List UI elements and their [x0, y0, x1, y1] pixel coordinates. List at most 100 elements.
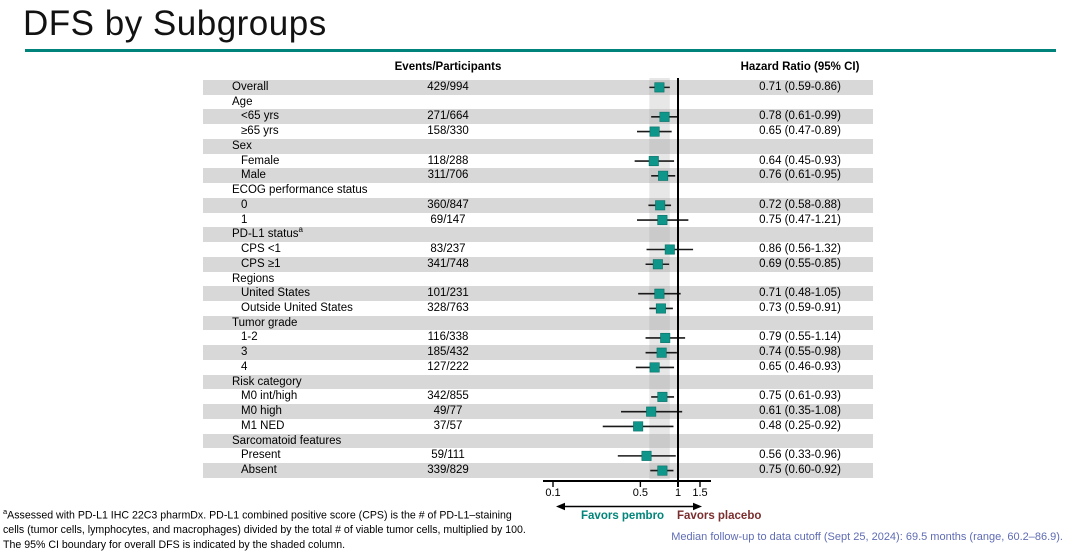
x-axis-tick-label: 0.1 [545, 487, 560, 499]
subgroup-label: 3 [241, 346, 248, 359]
subgroup-data-row: Male 311/706 0.76 (0.61-0.95) [203, 168, 873, 184]
subgroup-category-row: Regions [203, 272, 873, 287]
title-accent-rule [25, 49, 1056, 52]
subgroup-data-row: M0 high 49/77 0.61 (0.35-1.08) [203, 404, 873, 419]
events-participants-value: 127/222 [427, 360, 469, 373]
forest-rows: Overall 429/994 0.71 (0.59-0.86) Age <65 yrs… [203, 80, 873, 478]
x-axis-tick-label: 1.5 [692, 487, 707, 499]
events-participants-value: 341/748 [427, 257, 469, 270]
subgroup-data-row: United States 101/231 0.71 (0.48-1.05) [203, 286, 873, 302]
events-participants-value: 37/57 [433, 419, 463, 432]
subgroup-data-row: 1 69/147 0.75 (0.47-1.21) [203, 213, 873, 228]
hazard-ratio-value: 0.71 (0.48-1.05) [759, 287, 841, 300]
subgroup-label: <65 yrs [241, 110, 280, 123]
subgroup-category-row: PD-L1 statusa [203, 225, 873, 243]
hazard-ratio-value: 0.61 (0.35-1.08) [759, 405, 841, 418]
subgroup-data-row: <65 yrs 271/664 0.78 (0.61-0.99) [203, 109, 873, 125]
events-column-header: Events/Participants [394, 61, 502, 73]
events-participants-value: 69/147 [430, 213, 466, 226]
subgroup-label: M0 int/high [241, 390, 298, 403]
subgroup-data-row: CPS ≥1 341/748 0.69 (0.55-0.85) [203, 256, 873, 272]
hazard-ratio-value: 0.86 (0.56-1.32) [759, 243, 841, 256]
events-participants-value: 101/231 [427, 287, 469, 300]
subgroup-data-row: M1 NED 37/57 0.48 (0.25-0.92) [203, 419, 873, 434]
hazard-ratio-value: 0.48 (0.25-0.92) [759, 419, 841, 432]
footnote: aAssessed with PD-L1 IHC 22C3 pharmDx. P… [3, 505, 526, 553]
subgroup-category-row: Tumor grade [203, 315, 873, 331]
subgroup-label: Present [241, 449, 281, 462]
subgroup-label: Regions [232, 272, 275, 285]
subgroup-category-row: Sarcomatoid features [203, 433, 873, 449]
events-participants-value: 360/847 [427, 198, 469, 211]
x-axis-tick-label: 1 [675, 487, 681, 499]
subgroup-data-row: Absent 339/829 0.75 (0.60-0.92) [203, 463, 873, 478]
footnote-line-2: cells (tumor cells, lymphocytes, and mac… [3, 524, 526, 537]
events-participants-value: 311/706 [427, 169, 469, 182]
events-participants-value: 83/237 [430, 243, 466, 256]
subgroup-data-row: 3 185/432 0.74 (0.55-0.98) [203, 345, 873, 360]
subgroup-label: ≥65 yrs [241, 125, 279, 138]
subgroup-category-row: ECOG performance status [203, 183, 873, 198]
subgroup-category-row: Age [203, 95, 873, 110]
events-participants-value: 339/829 [427, 464, 469, 477]
subgroup-category-row: Risk category [203, 374, 873, 390]
hazard-ratio-value: 0.75 (0.60-0.92) [759, 464, 841, 477]
subgroup-label: Overall [232, 81, 269, 93]
hazard-ratio-value: 0.78 (0.61-0.99) [759, 110, 841, 123]
subgroup-label: Absent [241, 464, 277, 477]
subgroup-label: 1-2 [241, 331, 258, 344]
events-participants-value: 118/288 [427, 154, 469, 167]
events-participants-value: 185/432 [427, 346, 469, 359]
hazard-ratio-value: 0.65 (0.46-0.93) [759, 360, 841, 373]
hazard-ratio-value: 0.64 (0.45-0.93) [759, 154, 841, 167]
hazard-ratio-value: 0.72 (0.58-0.88) [759, 198, 841, 211]
subgroup-label: ECOG performance status [232, 184, 368, 197]
median-followup-note: Median follow-up to data cutoff (Sept 25… [671, 531, 1063, 543]
events-participants-value: 271/664 [427, 110, 469, 123]
subgroup-label: Sarcomatoid features [232, 434, 342, 447]
footnote-line-3: The 95% CI boundary for overall DFS is i… [3, 539, 346, 552]
subgroup-label: Outside United States [241, 302, 353, 315]
footnote-line1-text: Assessed with PD-L1 IHC 22C3 pharmDx. PD… [7, 509, 512, 522]
subgroup-label: Risk category [232, 375, 302, 388]
subgroup-category-row: Sex [203, 138, 873, 154]
subgroup-data-row: M0 int/high 342/855 0.75 (0.61-0.93) [203, 389, 873, 404]
hazard-ratio-value: 0.74 (0.55-0.98) [759, 346, 841, 359]
events-participants-value: 49/77 [433, 405, 463, 418]
subgroup-data-row: Present 59/111 0.56 (0.33-0.96) [203, 448, 873, 463]
favors-placebo-label: Favors placebo [677, 510, 762, 522]
subgroup-label: 4 [241, 360, 248, 373]
subgroup-label: Age [232, 95, 253, 108]
subgroup-label: M0 high [241, 405, 282, 418]
hazard-ratio-value: 0.79 (0.55-1.14) [759, 331, 841, 344]
subgroup-label: PD-L1 statusa [232, 225, 303, 241]
page-title: DFS by Subgroups [23, 4, 327, 43]
subgroup-data-row: Overall 429/994 0.71 (0.59-0.86) [203, 80, 873, 95]
footnote-marker: a [3, 507, 8, 516]
events-participants-value: 158/330 [427, 125, 469, 138]
hr-column-header: Hazard Ratio (95% CI) [740, 61, 860, 73]
hazard-ratio-value: 0.65 (0.47-0.89) [759, 125, 841, 138]
subgroup-label: CPS ≥1 [241, 257, 281, 270]
subgroup-label: Female [241, 154, 280, 167]
subgroup-label: M1 NED [241, 419, 285, 432]
subgroup-label: CPS <1 [241, 243, 281, 256]
footnote-line-1: aAssessed with PD-L1 IHC 22C3 pharmDx. P… [3, 505, 526, 523]
subgroup-data-row: Outside United States 328/763 0.73 (0.59-0… [203, 301, 873, 316]
hazard-ratio-value: 0.75 (0.47-1.21) [759, 213, 841, 226]
hazard-ratio-value: 0.73 (0.59-0.91) [759, 302, 841, 315]
subgroup-data-row: 1-2 116/338 0.79 (0.55-1.14) [203, 330, 873, 345]
x-axis-tick-label: 0.5 [633, 487, 648, 499]
events-participants-value: 328/763 [427, 302, 469, 315]
favors-pembro-label: Favors pembro [581, 510, 665, 522]
subgroup-data-row: 0 360/847 0.72 (0.58-0.88) [203, 197, 873, 213]
favors-arrow-left-head [556, 502, 565, 511]
events-participants-value: 429/994 [427, 81, 469, 93]
subgroup-label: 0 [241, 198, 248, 211]
events-participants-value: 59/111 [431, 449, 465, 462]
subgroup-data-row: 4 127/222 0.65 (0.46-0.93) [203, 360, 873, 375]
subgroup-label: Male [241, 169, 266, 182]
subgroup-data-row: CPS <1 83/237 0.86 (0.56-1.32) [203, 242, 873, 257]
hazard-ratio-value: 0.69 (0.55-0.85) [759, 257, 841, 270]
